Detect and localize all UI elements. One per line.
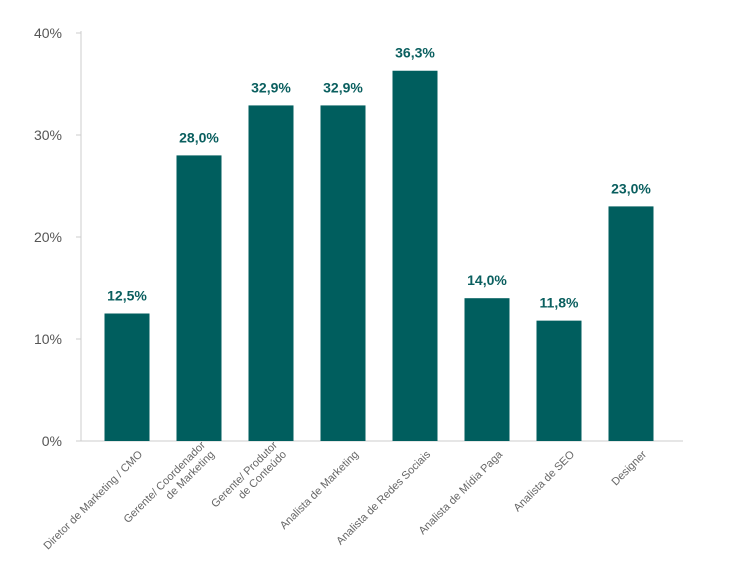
data-label: 28,0% xyxy=(179,129,219,145)
bar xyxy=(320,105,366,442)
bar xyxy=(464,298,510,441)
x-tick-label: Analista de SEO xyxy=(512,448,578,514)
bar xyxy=(176,155,222,441)
data-label: 36,3% xyxy=(395,45,435,61)
y-tick-label: 20% xyxy=(34,229,62,245)
y-tick-label: 10% xyxy=(34,331,62,347)
y-tick-group: 0% 10% 20% 30% 40% xyxy=(34,25,81,449)
bar xyxy=(248,105,294,442)
data-label: 23,0% xyxy=(611,180,651,196)
x-tick-label: Analista de Marketing xyxy=(278,449,361,532)
data-label-group: 12,5% 28,0% 32,9% 32,9% 36,3% 14,0% 11,8% 23,0% xyxy=(107,45,651,311)
bar xyxy=(392,70,438,442)
x-tick-label-line: Analista de Marketing xyxy=(278,449,361,532)
bar-group xyxy=(104,70,654,442)
y-tick-label: 40% xyxy=(34,25,62,41)
data-label: 11,8% xyxy=(540,295,579,311)
data-label: 32,9% xyxy=(323,79,363,95)
y-tick-label: 0% xyxy=(42,433,62,449)
x-tick-label: Analista de Mídia Paga xyxy=(417,448,506,537)
x-tick-label-line: Analista de Mídia Paga xyxy=(417,448,506,537)
x-tick-label: Diretor de Marketing / CMO xyxy=(42,448,146,552)
bar xyxy=(608,206,654,441)
bar xyxy=(536,320,582,441)
x-tick-label-line: Analista de SEO xyxy=(512,448,578,514)
x-tick-label-line: Diretor de Marketing / CMO xyxy=(42,448,146,552)
bar xyxy=(104,313,150,441)
x-tick-label: Designer xyxy=(610,448,650,488)
x-tick-label-line: Designer xyxy=(610,448,650,488)
data-label: 32,9% xyxy=(251,79,291,95)
data-label: 12,5% xyxy=(107,288,147,304)
data-label: 14,0% xyxy=(467,272,507,288)
y-tick-label: 30% xyxy=(34,127,62,143)
